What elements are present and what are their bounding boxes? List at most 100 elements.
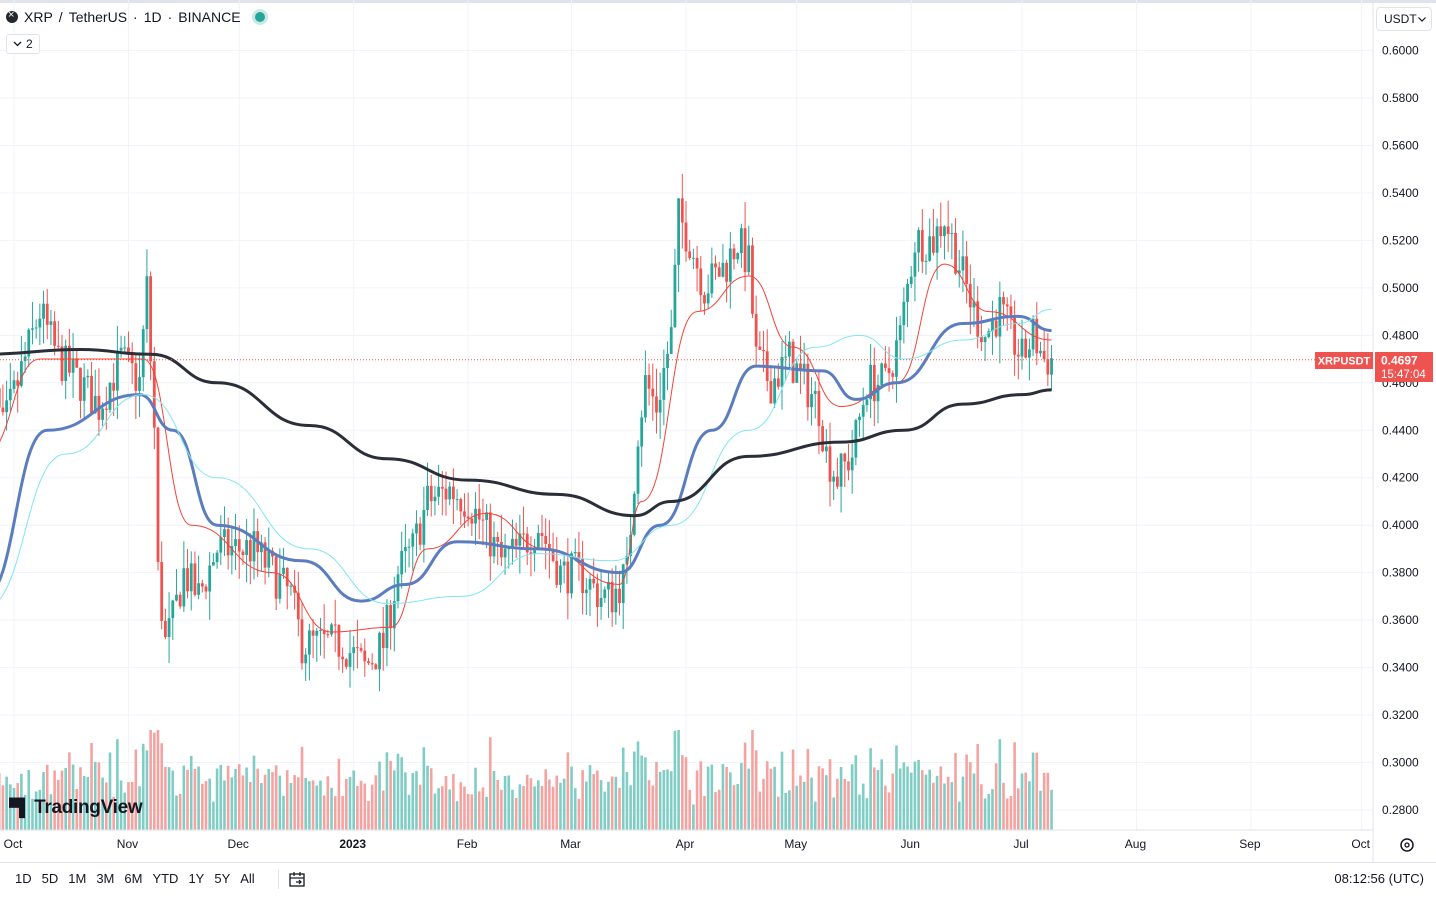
candle-body: [762, 349, 765, 352]
candle-body: [237, 539, 241, 552]
candle-body: [972, 301, 976, 308]
candle-body: [898, 325, 902, 341]
volume-bar: [677, 730, 680, 830]
candle-body: [304, 654, 308, 664]
tradingview-logo[interactable]: ▀▌ TradingView: [9, 797, 143, 819]
volume-bar: [274, 765, 278, 830]
volume-bar: [404, 772, 407, 830]
chevron-down-icon: [13, 41, 22, 47]
volume-bar: [747, 768, 751, 830]
candle-body: [259, 542, 263, 553]
volume-bar: [994, 763, 998, 830]
volume-bar: [263, 774, 267, 830]
volume-bar: [946, 776, 950, 830]
candle-body: [282, 567, 285, 574]
volume-bar: [234, 768, 237, 830]
candle-body: [780, 357, 784, 387]
candle-body: [795, 363, 799, 383]
quote-name[interactable]: TetherUS: [68, 9, 128, 25]
volume-bar: [599, 780, 603, 830]
volume-bar: [86, 776, 90, 830]
exchange-label: BINANCE: [178, 9, 241, 25]
candle-body: [1, 407, 5, 413]
volume-bar: [5, 776, 8, 830]
utc-clock[interactable]: 08:12:56 (UTC): [1334, 871, 1424, 886]
volume-bar: [684, 757, 688, 830]
volume-bar: [729, 772, 732, 830]
symbol-name[interactable]: XRP: [24, 9, 53, 25]
candle-body: [540, 532, 544, 536]
volume-bar: [381, 790, 385, 830]
range-button-ytd[interactable]: YTD: [152, 871, 179, 886]
candle-body: [592, 578, 596, 584]
range-button-5d[interactable]: 5D: [41, 871, 59, 886]
range-button-1y[interactable]: 1Y: [188, 871, 205, 886]
volume-bar: [219, 764, 223, 830]
candle-body: [791, 341, 795, 383]
volume-bar: [1013, 742, 1016, 830]
candle-body: [163, 620, 167, 638]
price-tick: 0.3600: [1382, 613, 1419, 627]
candle-body: [208, 565, 212, 592]
candle-body: [662, 368, 666, 400]
candles: [0, 173, 1053, 692]
volume-bar: [308, 781, 311, 830]
candle-body: [459, 499, 463, 512]
range-button-1m[interactable]: 1M: [68, 871, 87, 886]
candle-body: [965, 256, 969, 284]
candle-body: [954, 232, 957, 274]
volume-bar: [149, 730, 152, 830]
candle-body: [880, 363, 884, 385]
candle-body: [42, 303, 45, 319]
top-border: [0, 0, 1436, 3]
candle-body: [470, 518, 474, 524]
indicators-collapse-button[interactable]: 2: [6, 34, 40, 54]
candle-body: [252, 531, 256, 562]
currency-selector[interactable]: USDT: [1376, 7, 1432, 31]
volume-bar: [105, 782, 108, 830]
candle-body: [451, 486, 455, 500]
market-status-icon[interactable]: [254, 12, 265, 22]
volume-bar: [20, 773, 23, 830]
price-tick: 0.6000: [1382, 44, 1419, 58]
volume-bar: [858, 794, 861, 830]
volume-bar: [49, 794, 53, 830]
candle-body: [529, 552, 533, 555]
range-button-all[interactable]: All: [240, 871, 255, 886]
volume-bar: [359, 780, 363, 830]
meta-separator: ·: [167, 9, 173, 25]
volume-bar: [1005, 798, 1009, 830]
volume-bar: [825, 775, 828, 830]
candle-body: [12, 380, 16, 389]
candle-body: [776, 378, 780, 387]
volume-bar: [1028, 781, 1031, 830]
interval-label[interactable]: 1D: [143, 9, 162, 25]
last-price-tag: XRPUSDT 0.4697 15:47:04: [1315, 352, 1433, 382]
candle-body: [79, 367, 82, 401]
price-chart[interactable]: 0.2800 0.3000 0.3200 0.3400 0.3600 0.3800 0.40…: [0, 0, 1436, 862]
range-button-1d[interactable]: 1D: [15, 871, 32, 886]
volume-bar: [1039, 790, 1042, 830]
volume-bar: [1009, 795, 1013, 830]
range-button-3m[interactable]: 3M: [96, 871, 115, 886]
range-button-5y[interactable]: 5Y: [214, 871, 231, 886]
candle-body: [1046, 359, 1050, 375]
candle-body: [115, 350, 119, 391]
candle-body: [396, 574, 400, 602]
volume-bar: [913, 761, 917, 830]
volume-bar: [821, 768, 824, 830]
candle-body: [987, 331, 991, 338]
candle-body: [1002, 297, 1005, 305]
candle-body: [1016, 354, 1020, 357]
volume-bar: [777, 796, 780, 830]
volume-bar: [518, 784, 522, 830]
range-button-6m[interactable]: 6M: [124, 871, 143, 886]
volume-bar: [943, 783, 946, 830]
volume-bar: [333, 796, 337, 830]
calendar-icon[interactable]: [287, 869, 307, 889]
volume-bar: [241, 775, 245, 830]
volume-bar: [178, 793, 182, 830]
candle-body: [1050, 358, 1053, 375]
candle-body: [1039, 350, 1042, 354]
candle-body: [374, 664, 378, 670]
